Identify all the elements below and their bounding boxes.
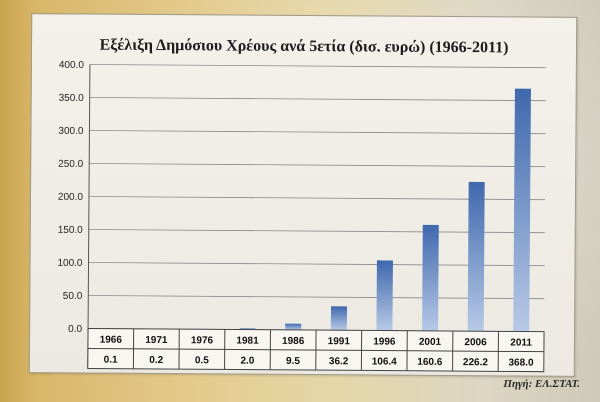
data-label: 9.5 — [286, 356, 300, 367]
y-tick-label: 300.0 — [58, 126, 84, 137]
data-table: 1966 0.1 1971 0.2 1976 0.5 1981 2.0 1986 9.5 1991 3… — [87, 327, 545, 373]
y-tick-label: 200.0 — [58, 192, 84, 203]
y-tick-label: 350.0 — [59, 93, 85, 104]
y-tick-label: 0.0 — [68, 324, 82, 335]
x-tick-label: 1991 — [328, 336, 351, 347]
x-tick-label: 1971 — [145, 335, 168, 346]
data-label: 368.0 — [508, 357, 534, 368]
data-label: 0.1 — [104, 355, 118, 366]
bar — [376, 260, 393, 331]
x-tick-label: 2001 — [419, 337, 442, 348]
gridlines — [87, 64, 546, 369]
bars — [102, 88, 531, 332]
gridline — [89, 163, 546, 168]
bar — [513, 88, 531, 332]
source-note: Πηγή: ΕΛ.ΣΤΑΤ. — [503, 378, 580, 390]
y-axis-line — [87, 64, 91, 369]
x-tick-label: 2011 — [510, 337, 532, 348]
bar — [285, 323, 302, 330]
x-tick-label: 1976 — [191, 335, 214, 346]
x-tick-label: 1986 — [282, 336, 305, 347]
bar — [422, 224, 439, 331]
data-label: 160.6 — [417, 357, 443, 368]
data-label: 0.5 — [195, 355, 209, 366]
y-axis-ticks: 0.0 50.0 100.0 150.0 200.0 250.0 300.0 350.0 400… — [57, 60, 84, 335]
gridline — [89, 130, 546, 135]
data-label: 226.2 — [463, 357, 489, 368]
y-tick-label: 400.0 — [59, 60, 85, 71]
chart-frame: Εξέλιξη Δημόσιου Χρέους ανά 5ετία (δισ. … — [28, 13, 578, 377]
y-tick-label: 100.0 — [57, 258, 83, 269]
data-label: 0.2 — [149, 355, 163, 366]
x-tick-label: 1981 — [236, 336, 259, 347]
data-label: 2.0 — [240, 356, 254, 367]
gridline — [89, 64, 546, 69]
x-tick-label: 1996 — [373, 336, 396, 347]
bar — [467, 181, 485, 332]
y-tick-label: 50.0 — [63, 291, 83, 302]
data-label: 36.2 — [329, 356, 349, 367]
gridline — [89, 97, 546, 102]
bar — [330, 306, 348, 331]
bar-chart: 0.0 50.0 100.0 150.0 200.0 250.0 300.0 350.0 400… — [57, 60, 546, 373]
y-tick-label: 250.0 — [58, 159, 84, 170]
x-tick-label: 1966 — [100, 335, 123, 346]
x-tick-label: 2006 — [464, 337, 487, 348]
data-label: 106.4 — [372, 356, 398, 367]
y-tick-label: 150.0 — [58, 225, 84, 236]
